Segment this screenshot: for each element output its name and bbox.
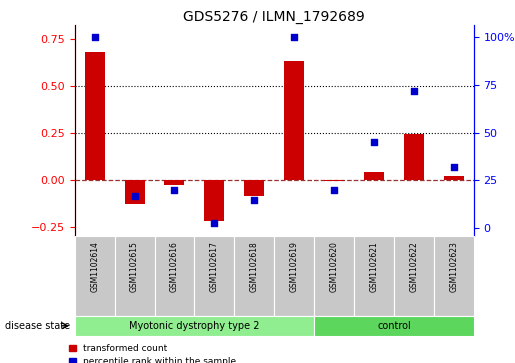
- Text: GSM1102620: GSM1102620: [330, 241, 338, 293]
- Text: control: control: [377, 321, 411, 331]
- Text: GSM1102615: GSM1102615: [130, 241, 139, 293]
- Point: [210, 220, 218, 225]
- Point: [370, 139, 378, 145]
- Text: Myotonic dystrophy type 2: Myotonic dystrophy type 2: [129, 321, 260, 331]
- Title: GDS5276 / ILMN_1792689: GDS5276 / ILMN_1792689: [183, 11, 365, 24]
- Bar: [364, 172, 384, 180]
- Text: GSM1102614: GSM1102614: [90, 241, 99, 293]
- Bar: [125, 180, 145, 204]
- Legend: transformed count, percentile rank within the sample: transformed count, percentile rank withi…: [69, 344, 236, 363]
- Point: [250, 197, 259, 203]
- Text: GSM1102616: GSM1102616: [170, 241, 179, 293]
- Point: [330, 187, 338, 193]
- Bar: [164, 180, 184, 185]
- Text: GSM1102617: GSM1102617: [210, 241, 219, 293]
- Bar: [444, 176, 464, 180]
- Bar: [244, 180, 264, 196]
- Point: [290, 34, 298, 40]
- Bar: [284, 61, 304, 180]
- Point: [170, 187, 179, 193]
- Bar: [324, 180, 344, 182]
- Bar: [84, 52, 105, 180]
- Text: GSM1102623: GSM1102623: [450, 241, 458, 293]
- Point: [130, 193, 139, 199]
- Point: [410, 87, 418, 93]
- Text: GSM1102619: GSM1102619: [290, 241, 299, 293]
- Point: [450, 164, 458, 170]
- Point: [91, 34, 99, 40]
- Text: GSM1102618: GSM1102618: [250, 241, 259, 292]
- Text: GSM1102622: GSM1102622: [409, 241, 418, 292]
- Text: GSM1102621: GSM1102621: [370, 241, 379, 292]
- Text: disease state: disease state: [5, 321, 70, 331]
- Bar: [204, 180, 225, 221]
- Bar: [404, 134, 424, 180]
